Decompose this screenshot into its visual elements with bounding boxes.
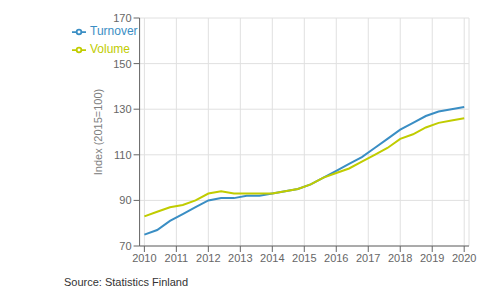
html-text:Source: Statistics Finland: Source: Statistics Finland — [64, 276, 189, 288]
svg-text:2012: 2012 — [196, 252, 220, 264]
svg-text:2018: 2018 — [388, 252, 412, 264]
svg-text:2020: 2020 — [452, 252, 476, 264]
html-text:Turnover: Turnover — [90, 24, 138, 38]
svg-text:150: 150 — [113, 58, 131, 70]
svg-text:2019: 2019 — [420, 252, 444, 264]
svg-text:Index (2015=100): Index (2015=100) — [92, 89, 104, 176]
svg-text:2010: 2010 — [132, 252, 156, 264]
svg-text:70: 70 — [119, 240, 131, 252]
html-text:Volume: Volume — [90, 42, 130, 56]
svg-text:2017: 2017 — [356, 252, 380, 264]
svg-text:2011: 2011 — [165, 252, 189, 264]
svg-text:2015: 2015 — [292, 252, 316, 264]
svg-text:170: 170 — [113, 12, 131, 24]
svg-text:130: 130 — [113, 103, 131, 115]
svg-text:90: 90 — [119, 194, 131, 206]
svg-text:2016: 2016 — [324, 252, 348, 264]
svg-text:2013: 2013 — [228, 252, 252, 264]
svg-text:110: 110 — [114, 149, 132, 161]
svg-text:2014: 2014 — [260, 252, 284, 264]
